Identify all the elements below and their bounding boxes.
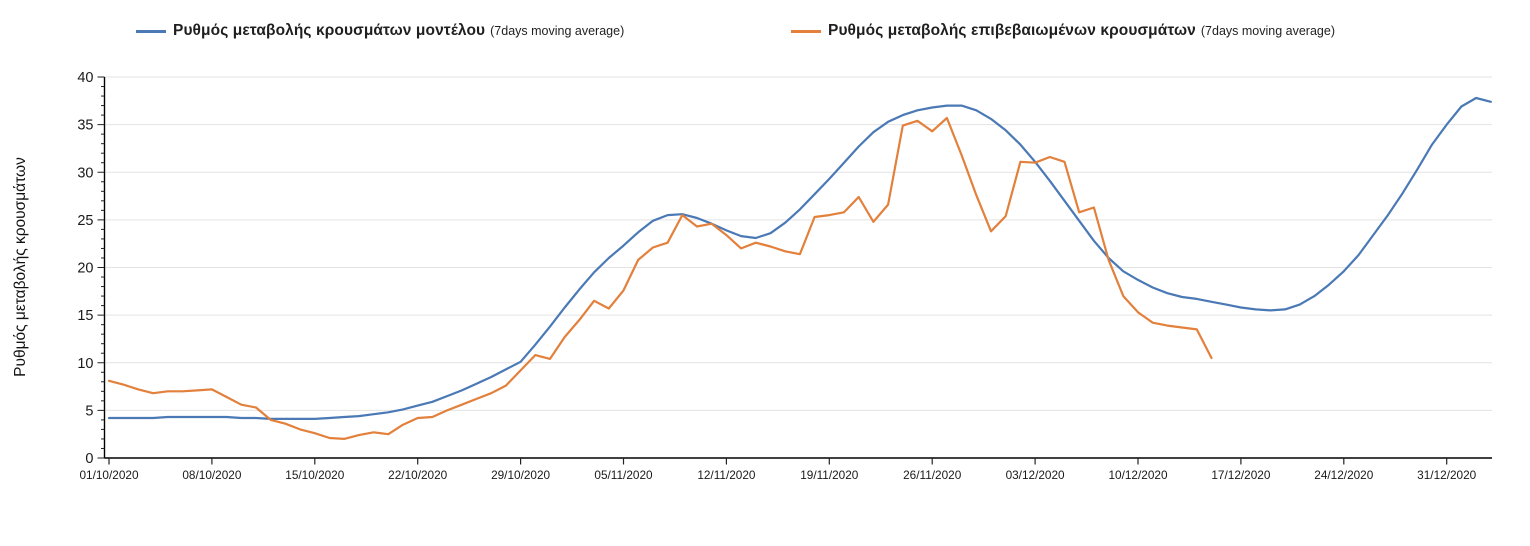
legend-item-model: Ρυθμός μεταβολής κρουσμάτων μοντέλου (7d… [136, 22, 624, 40]
x-tick-label: 15/10/2020 [285, 468, 344, 482]
x-tick-label: 08/10/2020 [182, 468, 241, 482]
model-line-swatch-icon [136, 29, 166, 33]
legend-sublabel-confirmed: (7days moving average) [1200, 24, 1335, 38]
legend-label-confirmed: Ρυθμός μεταβολής επιβεβαιωμένων κρουσμάτ… [828, 22, 1196, 39]
x-tick-label: 29/10/2020 [491, 468, 550, 482]
x-tick-label: 31/12/2020 [1417, 468, 1476, 482]
y-tick-label: 0 [85, 451, 93, 467]
x-tick-label: 10/12/2020 [1108, 468, 1167, 482]
gridlines [104, 76, 1492, 411]
x-tick-label: 05/11/2020 [594, 468, 653, 482]
x-tick-label: 12/11/2020 [697, 468, 756, 482]
legend-sublabel-model: (7days moving average) [490, 24, 625, 38]
x-tick-label: 03/12/2020 [1006, 468, 1065, 482]
x-tick-label: 01/10/2020 [79, 468, 138, 482]
y-tick-label: 5 [85, 403, 93, 419]
confirmed-series-line [107, 116, 1213, 440]
x-tick-label: 17/12/2020 [1211, 468, 1270, 482]
y-tick-label: 35 [77, 118, 93, 134]
y-tick-label: 25 [77, 213, 93, 229]
legend-label-model: Ρυθμός μεταβολής κρουσμάτων μοντέλου [173, 22, 486, 39]
y-tick-label: 40 [77, 70, 93, 86]
x-tick-label: 22/10/2020 [388, 468, 447, 482]
y-tick-label: 30 [77, 165, 93, 181]
model-series-line [107, 96, 1492, 420]
x-tick-label: 19/11/2020 [800, 468, 859, 482]
y-tick-label: 15 [77, 308, 93, 324]
x-ticks: 01/10/2020 08/10/2020 15/10/2020 22/10/2020… [79, 458, 1477, 482]
confirmed-line-swatch-icon [791, 29, 821, 33]
y-tick-label: 10 [77, 356, 93, 372]
y-tick-label: 20 [77, 261, 93, 277]
y-ticks: 0 5 10 15 20 25 30 35 40 [77, 70, 105, 467]
legend-item-confirmed: Ρυθμός μεταβολής επιβεβαιωμένων κρουσμάτ… [791, 22, 1335, 40]
x-tick-label: 26/11/2020 [903, 468, 962, 482]
x-tick-label: 24/12/2020 [1314, 468, 1373, 482]
